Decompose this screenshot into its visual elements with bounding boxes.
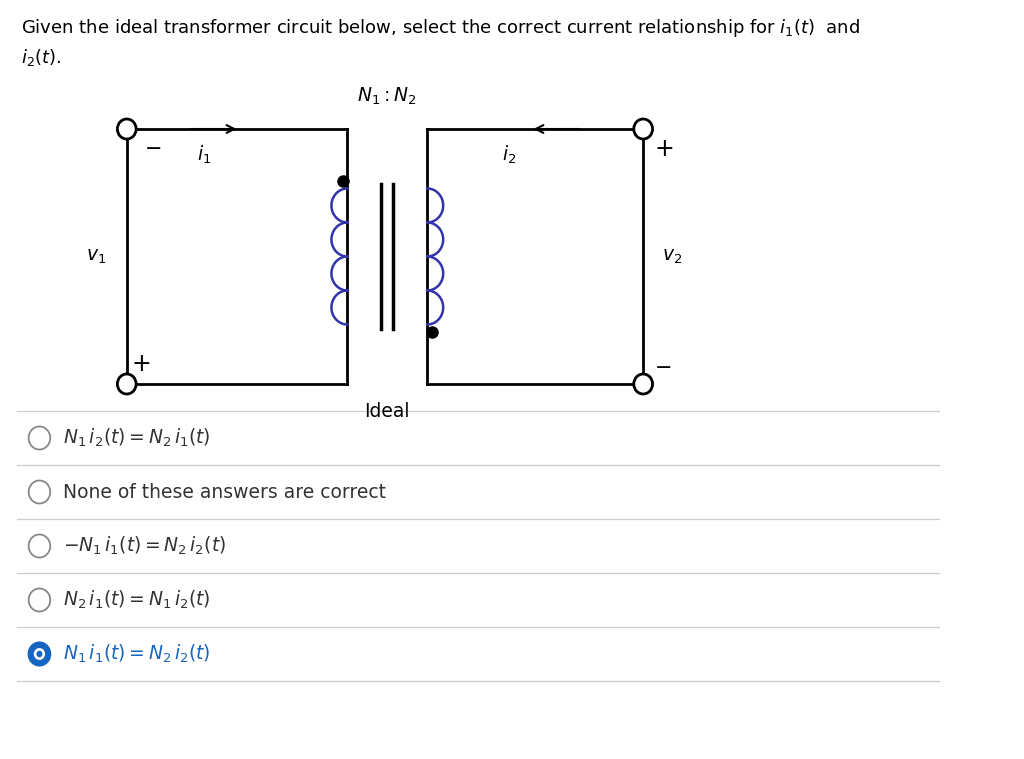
- Circle shape: [118, 374, 136, 394]
- Text: $-$: $-$: [654, 356, 672, 376]
- Text: $N_1\, i_2(t) = N_2\, i_1(t)$: $N_1\, i_2(t) = N_2\, i_1(t)$: [62, 427, 210, 449]
- Text: $i_1$: $i_1$: [198, 144, 212, 166]
- Text: $+$: $+$: [131, 352, 151, 376]
- Circle shape: [29, 427, 50, 449]
- Circle shape: [118, 119, 136, 139]
- Text: $N_1\, i_1(t) = N_2\, i_2(t)$: $N_1\, i_1(t) = N_2\, i_2(t)$: [62, 643, 210, 665]
- Text: $i_2$: $i_2$: [503, 144, 517, 166]
- Circle shape: [29, 480, 50, 503]
- Text: Ideal: Ideal: [365, 402, 410, 421]
- Text: None of these answers are correct: None of these answers are correct: [62, 483, 386, 502]
- Circle shape: [29, 534, 50, 558]
- Text: $N_1 : N_2$: $N_1 : N_2$: [357, 86, 417, 107]
- Text: $N_2\, i_1(t) = N_1\, i_2(t)$: $N_2\, i_1(t) = N_1\, i_2(t)$: [62, 589, 210, 611]
- Text: Given the ideal transformer circuit below, select the correct current relationsh: Given the ideal transformer circuit belo…: [20, 17, 860, 39]
- Circle shape: [634, 374, 652, 394]
- Circle shape: [634, 119, 652, 139]
- Text: $v_2$: $v_2$: [662, 247, 682, 266]
- Circle shape: [37, 650, 42, 657]
- Circle shape: [29, 588, 50, 612]
- Text: $+$: $+$: [654, 137, 674, 161]
- Text: $-$: $-$: [143, 137, 161, 157]
- Text: $v_1$: $v_1$: [86, 247, 106, 266]
- Text: $i_2(t)$.: $i_2(t)$.: [20, 47, 61, 68]
- Text: $-N_1\, i_1(t) = N_2\, i_2(t)$: $-N_1\, i_1(t) = N_2\, i_2(t)$: [62, 535, 226, 557]
- Circle shape: [29, 643, 50, 666]
- Circle shape: [34, 648, 45, 660]
